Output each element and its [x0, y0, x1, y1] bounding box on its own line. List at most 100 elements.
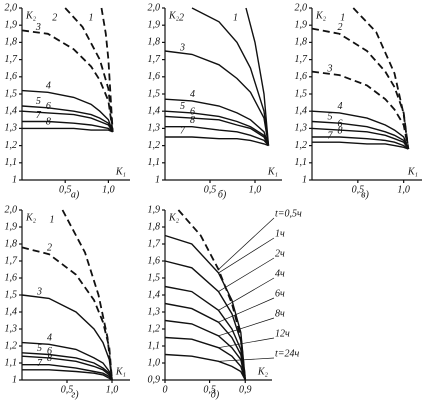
curve	[311, 110, 409, 150]
curve-label: 4ч	[275, 268, 285, 279]
leader-line	[218, 277, 275, 311]
curve	[311, 70, 410, 150]
y-tick-label: 1,7	[5, 54, 19, 65]
curve	[164, 234, 246, 381]
curve	[191, 7, 270, 146]
curve-label: 5	[36, 96, 41, 107]
caption: д)	[211, 389, 220, 400]
curve	[22, 120, 114, 133]
y-tick-label: 1,3	[295, 123, 308, 134]
curve-label: 6	[47, 346, 52, 357]
y-tick-label: 1,8	[5, 37, 18, 48]
x-tick-label: 0	[163, 384, 168, 395]
x-axis-label: K₁	[115, 366, 126, 377]
caption: а)	[71, 189, 80, 200]
y-tick-label: 1,8	[295, 37, 308, 48]
y-tick-label: 1,1	[148, 157, 161, 168]
curve	[21, 29, 114, 132]
curve	[311, 27, 410, 150]
y-tick-label: 1,5	[295, 88, 308, 99]
curve-label: 3	[179, 43, 185, 54]
x-tick-label: 0,5	[204, 184, 217, 195]
curve-label: 6	[338, 118, 343, 129]
caption: в)	[361, 189, 369, 200]
leader-line	[218, 317, 275, 337]
y-tick-label: 1,1	[148, 340, 161, 351]
y-tick-label: 1,8	[148, 37, 161, 48]
y-tick-label: 1,6	[5, 71, 18, 82]
curve-label: 3	[327, 63, 333, 74]
y-tick-label: 1,4	[148, 289, 161, 300]
curve	[21, 110, 114, 133]
y-tick-label: 1,6	[148, 71, 161, 82]
y-tick-label: 1,4	[295, 105, 308, 116]
curve-label: 8ч	[275, 308, 285, 319]
y-tick-label: 1,6	[5, 272, 18, 283]
y-tick-label: 1,7	[5, 255, 19, 266]
y-tick-label: 1,2	[5, 340, 18, 351]
curve-label: 1	[88, 12, 93, 23]
curve-label: 12ч	[275, 328, 290, 339]
y-tick-label: 1,8	[5, 238, 18, 249]
curve-label: 8	[190, 115, 195, 126]
y-tick-label: 1,5	[5, 289, 18, 300]
curve	[165, 126, 270, 147]
x-tick-label: 1,0	[102, 184, 115, 195]
curve-label: 7	[36, 110, 42, 121]
leader-line	[218, 297, 275, 323]
curve	[164, 260, 246, 381]
curve	[164, 115, 270, 146]
y-tick-label: 2,0	[148, 2, 161, 13]
y-tick-label: 1,3	[148, 123, 161, 134]
curve	[64, 7, 114, 132]
leader-line	[218, 237, 275, 274]
curve-label: 2	[338, 22, 343, 33]
curve-label: 1	[233, 12, 238, 23]
curve-label: 7	[328, 130, 334, 141]
y-tick-label: 1,0	[148, 357, 161, 368]
y-tick-label: 1,5	[148, 272, 161, 283]
y-tick-label: 1,9	[295, 19, 308, 30]
curve	[311, 120, 409, 150]
y-tick-label: 1	[12, 174, 17, 185]
curve-label: 6	[190, 106, 195, 117]
y-tick-label: 1,1	[5, 157, 18, 168]
curve	[21, 355, 113, 381]
curve-label: 8	[46, 117, 51, 128]
y-tick-label: 1,2	[5, 140, 18, 151]
curve-label: 6	[46, 101, 51, 112]
x-tick-label: 0,5	[59, 184, 72, 195]
y-tick-label: 1,9	[148, 204, 161, 215]
curve	[21, 246, 113, 381]
curve	[164, 285, 246, 381]
y-tick-label: 1,1	[5, 357, 18, 368]
curve-label: 2	[179, 12, 184, 23]
y-tick-label: 1,2	[295, 140, 308, 151]
y-axis-label: K₂	[168, 10, 180, 21]
y-tick-label: 2,0	[5, 204, 18, 215]
y-tick-label: 1,7	[148, 238, 162, 249]
curve	[164, 302, 246, 381]
x-tick-label: 1,0	[249, 184, 262, 195]
curve	[21, 89, 114, 133]
y-tick-label: 1	[302, 174, 307, 185]
curve-label: 7	[37, 358, 43, 369]
curve	[21, 352, 113, 381]
leader-line	[218, 257, 275, 292]
y-tick-label: 1,4	[148, 105, 161, 116]
curve	[164, 353, 246, 381]
y-tick-label: 1,9	[148, 19, 161, 30]
curve	[312, 141, 409, 150]
curve-label: 4	[47, 333, 52, 344]
curve	[21, 105, 114, 133]
y-tick-label: 1,6	[295, 71, 308, 82]
curve-label: 5	[37, 343, 42, 354]
x-axis-label: K₂	[257, 366, 269, 377]
y-axis-label: K₂	[168, 212, 180, 223]
curve	[164, 50, 270, 146]
curve-label: 1	[340, 12, 345, 23]
y-tick-label: 2,0	[295, 2, 308, 13]
curve	[61, 209, 113, 381]
curve	[21, 341, 113, 381]
